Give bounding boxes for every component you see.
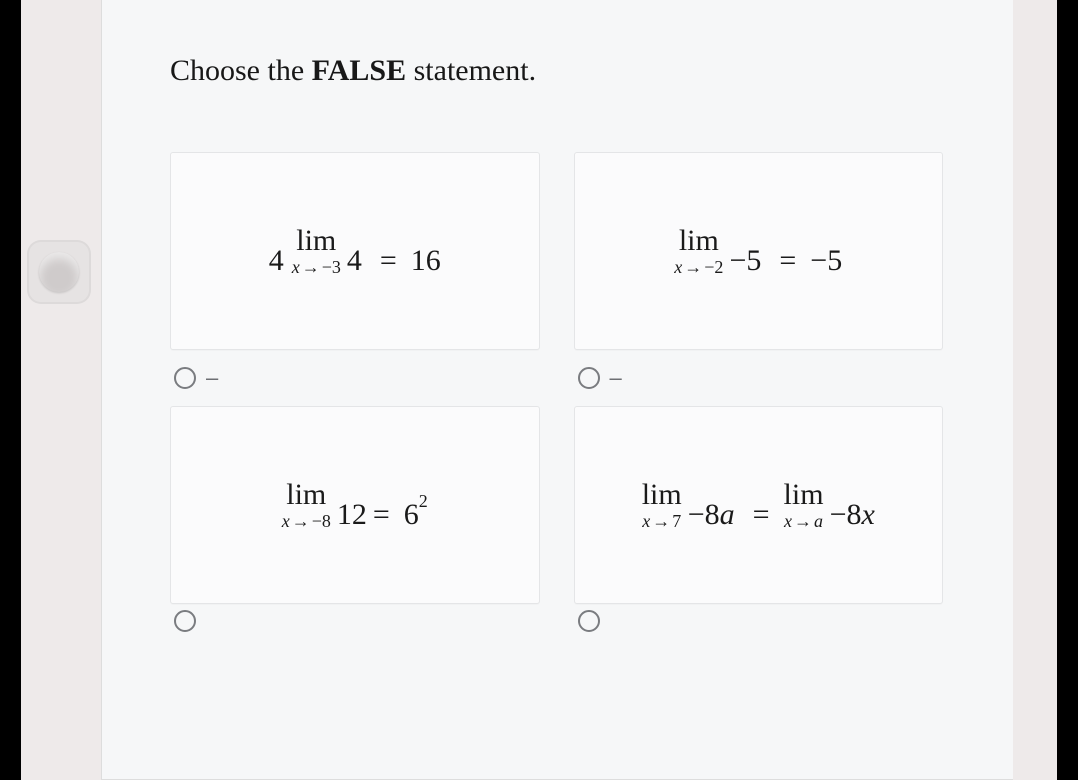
equals: = — [373, 500, 390, 530]
var-x: x — [861, 498, 874, 531]
lim-arrow: → — [792, 511, 814, 531]
coeff: 4 — [269, 246, 284, 276]
var-a: a — [720, 498, 735, 531]
lim-block-left: lim x→7 — [642, 480, 682, 530]
lim-arrow: → — [650, 511, 672, 531]
prompt-bold: FALSE — [312, 54, 406, 87]
rhs: 16 — [411, 246, 441, 276]
lim-to: a — [814, 511, 823, 531]
option-c: lim x→−8 12 = 62 — [170, 406, 540, 632]
option-d: lim x→7 −8a = — [574, 406, 944, 632]
lim-sub: x→a — [784, 512, 823, 530]
lim-arrow: → — [682, 257, 704, 277]
radio-dash: – — [206, 365, 218, 391]
option-a-card[interactable]: 4 lim x→−3 4 = 16 — [170, 152, 540, 350]
after-lim: 4 — [347, 246, 362, 276]
right-expr: −8x — [830, 500, 875, 530]
neg8: −8 — [688, 498, 720, 531]
camera-knob-inner — [39, 252, 79, 292]
neg8: −8 — [830, 498, 862, 531]
lim-block: lim x→−8 — [282, 480, 331, 530]
option-b-radio-row[interactable]: – — [574, 350, 944, 406]
equals: = — [753, 500, 770, 530]
radio-icon[interactable] — [578, 367, 600, 389]
radio-icon[interactable] — [174, 367, 196, 389]
option-b-card[interactable]: lim x→−2 −5 = −5 — [574, 152, 944, 350]
option-b-math: lim x→−2 −5 = −5 — [674, 226, 842, 276]
equals: = — [779, 246, 796, 276]
lim-arrow: → — [290, 511, 312, 531]
question-panel: Choose the FALSE statement. 4 lim x→−3 — [101, 0, 1013, 780]
prompt-pre: Choose the — [170, 54, 312, 87]
lim-var: x — [292, 257, 300, 277]
option-d-card[interactable]: lim x→7 −8a = — [574, 406, 944, 604]
option-c-card[interactable]: lim x→−8 12 = 62 — [170, 406, 540, 604]
left-expr: −8a — [688, 500, 735, 530]
rhs-base: 6 — [404, 498, 419, 531]
lim-sub: x→−2 — [674, 258, 723, 276]
lim-word: lim — [679, 226, 719, 256]
equals: = — [380, 246, 397, 276]
lim-sub: x→−8 — [282, 512, 331, 530]
device-frame: Choose the FALSE statement. 4 lim x→−3 — [21, 0, 1057, 780]
option-a-radio-row[interactable]: – — [170, 350, 540, 406]
lim-arrow: → — [300, 257, 322, 277]
lim-sub: x→7 — [642, 512, 681, 530]
lim-to: −3 — [322, 257, 341, 277]
lim-word: lim — [784, 480, 824, 510]
lim-word: lim — [286, 480, 326, 510]
lim-to: −8 — [312, 511, 331, 531]
lim-block: lim x→−3 — [292, 226, 341, 276]
options-grid: 4 lim x→−3 4 = 16 — [170, 152, 943, 632]
option-a-math: 4 lim x→−3 4 = 16 — [269, 226, 441, 276]
radio-icon[interactable] — [578, 610, 600, 632]
lim-var: x — [282, 511, 290, 531]
lim-block-right: lim x→a — [784, 480, 824, 530]
rhs: 62 — [404, 500, 428, 530]
radio-icon[interactable] — [174, 610, 196, 632]
radio-dash: – — [610, 365, 622, 391]
option-c-math: lim x→−8 12 = 62 — [282, 480, 428, 530]
lim-var: x — [642, 511, 650, 531]
prompt-post: statement. — [406, 54, 536, 87]
rhs-sup: 2 — [419, 491, 428, 511]
lim-to: 7 — [672, 511, 681, 531]
lim-var: x — [784, 511, 792, 531]
question-prompt: Choose the FALSE statement. — [170, 54, 943, 88]
camera-knob — [27, 240, 91, 304]
option-a: 4 lim x→−3 4 = 16 — [170, 152, 540, 406]
option-c-radio-row[interactable] — [170, 604, 540, 632]
option-d-radio-row[interactable] — [574, 604, 944, 632]
rhs: −5 — [810, 246, 842, 276]
lim-word: lim — [642, 480, 682, 510]
option-b: lim x→−2 −5 = −5 — [574, 152, 944, 406]
option-d-math: lim x→7 −8a = — [642, 480, 875, 530]
lim-block: lim x→−2 — [674, 226, 723, 276]
after-lim: −5 — [729, 246, 761, 276]
lim-sub: x→−3 — [292, 258, 341, 276]
after-lim: 12 — [337, 500, 367, 530]
lim-to: −2 — [704, 257, 723, 277]
lim-word: lim — [296, 226, 336, 256]
